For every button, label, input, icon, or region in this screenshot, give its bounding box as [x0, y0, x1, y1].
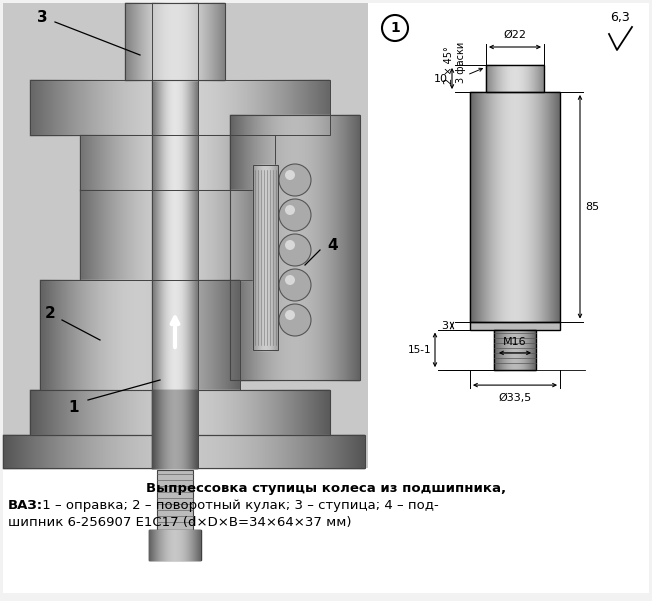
Text: 1 – оправка; 2 – поворотный кулак; 3 – ступица; 4 – под-: 1 – оправка; 2 – поворотный кулак; 3 – с…	[38, 499, 439, 512]
Circle shape	[279, 234, 311, 266]
Bar	[80, 135, 275, 190]
Text: 3: 3	[441, 320, 448, 331]
Circle shape	[382, 15, 408, 41]
Bar	[372, 3, 649, 468]
Bar	[149, 530, 201, 560]
Bar	[40, 280, 240, 390]
Text: 10: 10	[434, 73, 448, 84]
Bar	[3, 435, 365, 468]
Bar	[470, 92, 560, 322]
Circle shape	[285, 205, 295, 215]
Bar	[152, 3, 198, 468]
Bar	[253, 165, 278, 350]
Bar	[157, 470, 193, 530]
Text: 3 фаски: 3 фаски	[456, 41, 466, 82]
Circle shape	[279, 304, 311, 336]
Text: 4: 4	[328, 237, 338, 252]
Bar	[470, 322, 560, 329]
Circle shape	[285, 310, 295, 320]
Text: Выпрессовка ступицы колеса из подшипника,: Выпрессовка ступицы колеса из подшипника…	[146, 482, 506, 495]
Circle shape	[285, 240, 295, 250]
Circle shape	[285, 275, 295, 285]
Text: Ø22: Ø22	[503, 30, 527, 40]
Text: 2 × 45°: 2 × 45°	[444, 46, 454, 84]
Bar	[486, 65, 544, 92]
Text: ВАЗ:: ВАЗ:	[8, 499, 43, 512]
Text: 1: 1	[390, 21, 400, 35]
Text: 2: 2	[44, 305, 55, 320]
Text: 15-1: 15-1	[408, 345, 431, 355]
Text: М16: М16	[503, 337, 527, 347]
Circle shape	[285, 170, 295, 180]
Bar	[125, 3, 225, 80]
Circle shape	[279, 269, 311, 301]
Text: 3: 3	[37, 10, 48, 25]
Bar	[30, 80, 330, 135]
Text: Ø33,5: Ø33,5	[498, 393, 531, 403]
Bar	[3, 3, 368, 468]
Text: 6,3: 6,3	[610, 11, 630, 25]
Text: 85: 85	[585, 202, 599, 212]
Bar	[30, 390, 330, 435]
Bar	[80, 190, 270, 280]
Text: 1: 1	[68, 400, 80, 415]
Circle shape	[279, 164, 311, 196]
Circle shape	[279, 199, 311, 231]
Text: шипник 6-256907 Е1С17 (d×D×B=34×64×37 мм): шипник 6-256907 Е1С17 (d×D×B=34×64×37 мм…	[8, 516, 351, 529]
Bar	[494, 329, 536, 370]
Bar	[230, 115, 360, 380]
